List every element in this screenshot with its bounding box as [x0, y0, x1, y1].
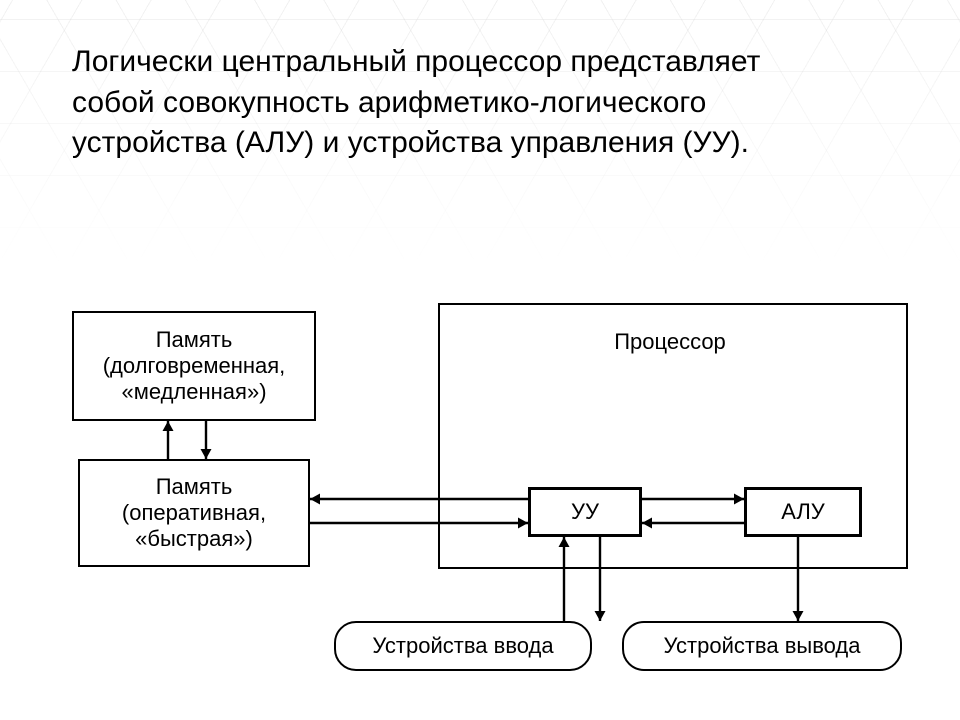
- page-title: Логически центральный процессор представ…: [72, 42, 832, 164]
- cpu-diagram: Память(долговременная,«медленная») Памят…: [0, 295, 960, 720]
- diagram-arrows: [0, 295, 960, 720]
